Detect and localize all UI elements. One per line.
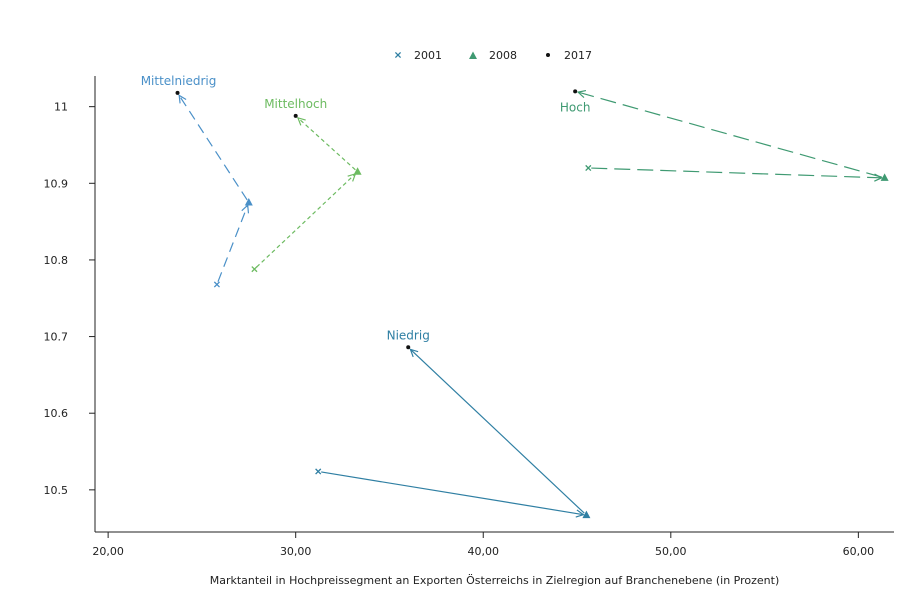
marker-2008 xyxy=(244,197,253,206)
marker-2001 xyxy=(394,51,402,59)
series-layer xyxy=(175,89,889,519)
legend-label: 2017 xyxy=(564,49,592,62)
annotation-layer: Mittelniedrig Mittelhoch Hoch Niedrig xyxy=(141,74,591,342)
y-tick-label: 11 xyxy=(54,101,68,114)
legend-label: 2008 xyxy=(489,49,517,62)
legend-item: 2017 xyxy=(546,49,592,62)
series-label: Mittelhoch xyxy=(264,97,327,111)
marker-2008 xyxy=(469,51,477,59)
marker-2008 xyxy=(353,167,362,175)
x-axis-label: Marktanteil in Hochpreissegment an Expor… xyxy=(210,574,780,587)
series-hoch xyxy=(573,89,889,181)
trajectory-arrow xyxy=(578,92,882,178)
marker-2017 xyxy=(293,113,298,118)
marker-2017 xyxy=(175,90,180,95)
x-tick-label: 20,00 xyxy=(92,545,124,558)
legend-item: 2001 xyxy=(394,49,442,62)
y-tick-label: 10.7 xyxy=(44,331,69,344)
marker-2017 xyxy=(406,345,411,350)
trajectory-arrow xyxy=(179,95,248,201)
cropped-title-strip xyxy=(0,0,903,22)
x-tick-label: 40,00 xyxy=(467,545,499,558)
series-mittelhoch xyxy=(251,113,362,273)
series-label: Mittelniedrig xyxy=(141,74,217,88)
x-tick-label: 50,00 xyxy=(655,545,687,558)
series-label: Niedrig xyxy=(387,328,430,342)
marker-2008 xyxy=(582,510,591,519)
series-niedrig xyxy=(315,345,591,519)
legend-label: 2001 xyxy=(414,49,442,62)
marker-2017 xyxy=(573,89,578,94)
x-tick-label: 60,00 xyxy=(843,545,875,558)
series-mittelniedrig xyxy=(175,90,253,288)
y-tick-label: 10.8 xyxy=(44,254,69,267)
marker-2001 xyxy=(213,281,220,288)
marker-2001 xyxy=(315,468,322,475)
trajectory-arrow xyxy=(591,167,881,178)
y-tick-label: 10.5 xyxy=(44,484,69,497)
axes: 10.5 10.6 10.7 10.8 10.9 11 20,00 30,00 40,00 50,… xyxy=(44,76,894,587)
trajectory-arrow xyxy=(256,174,356,268)
series-label: Hoch xyxy=(560,100,591,114)
trajectory-arrow xyxy=(217,205,248,282)
marker-2017 xyxy=(546,53,550,57)
marker-2008 xyxy=(880,173,889,181)
legend-item: 2008 xyxy=(469,49,517,62)
trajectory-arrow xyxy=(410,349,585,514)
y-tick-label: 10.9 xyxy=(44,177,69,190)
marker-2001 xyxy=(251,266,258,273)
trajectory-arrow xyxy=(321,471,583,515)
x-tick-label: 30,00 xyxy=(280,545,312,558)
marker-2001 xyxy=(585,164,592,172)
legend: 2001 2008 2017 xyxy=(394,49,592,62)
y-tick-label: 10.6 xyxy=(44,407,69,420)
trajectory-arrow xyxy=(298,118,356,171)
